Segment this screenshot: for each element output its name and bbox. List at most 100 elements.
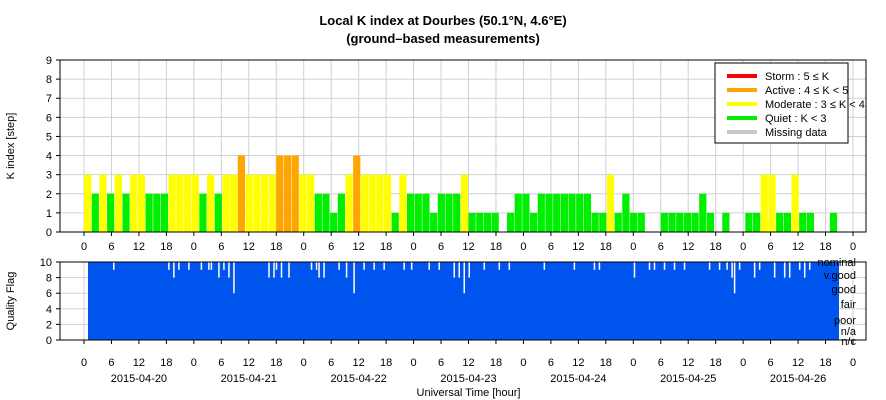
- quality-dip: [373, 262, 375, 270]
- quality-dip: [200, 262, 203, 270]
- x-tick-label: 12: [572, 241, 584, 253]
- quality-dip: [453, 262, 455, 278]
- x-tick-label: 6: [548, 241, 554, 253]
- k-bar: [683, 212, 692, 232]
- k-bar: [322, 193, 330, 232]
- y-tick-label: 7: [46, 93, 52, 105]
- k-bar: [468, 212, 476, 232]
- k-bar: [553, 193, 561, 232]
- quality-dip: [598, 262, 601, 270]
- y-tick-label: 0: [46, 227, 52, 239]
- quality-dip: [178, 262, 180, 270]
- x-tick-label: 12: [243, 357, 255, 369]
- x-tick-label: 0: [520, 241, 526, 253]
- quality-dip: [223, 262, 225, 270]
- k-bar: [691, 212, 699, 232]
- x-tick-label: 0: [81, 357, 87, 369]
- quality-dip: [673, 262, 676, 270]
- y-tick-label: 2: [46, 319, 52, 331]
- k-bar: [84, 174, 92, 232]
- y-tick-label: 4: [46, 151, 52, 163]
- k-bar: [783, 212, 791, 232]
- quality-dip: [273, 262, 275, 278]
- k-bar: [545, 193, 553, 232]
- k-bar: [253, 174, 261, 232]
- legend-label-missing: Missing data: [765, 127, 828, 139]
- quality-level-label: nominal: [817, 257, 856, 269]
- k-bar: [207, 174, 215, 232]
- k-bar: [276, 155, 284, 232]
- k-bar: [391, 212, 399, 232]
- quality-level-label: good: [832, 284, 856, 296]
- legend-label-moderate: Moderate : 3 ≤ K < 4: [765, 99, 865, 111]
- k-bar: [622, 193, 630, 232]
- x-tick-label: 12: [792, 241, 804, 253]
- k-bar: [307, 174, 315, 232]
- x-tick-label: 6: [108, 241, 114, 253]
- x-tick-label: 12: [462, 357, 474, 369]
- x-tick-label: 12: [792, 357, 804, 369]
- y-tick-label: 10: [40, 257, 52, 269]
- quality-dip: [463, 262, 466, 294]
- k-bar: [145, 193, 153, 232]
- y-tick-label: 6: [46, 112, 52, 124]
- date-label: 2015-04-20: [111, 373, 167, 385]
- legend-label-storm: Storm : 5 ≤ K: [765, 71, 830, 83]
- k-bar: [476, 212, 484, 232]
- quality-dip: [188, 262, 190, 270]
- date-label: 2015-04-22: [331, 373, 387, 385]
- quality-dip: [708, 262, 711, 270]
- y-tick-label: 4: [46, 304, 52, 316]
- k-bar: [576, 193, 584, 232]
- k-bar: [160, 193, 169, 232]
- x-tick-label: 6: [218, 241, 224, 253]
- x-tick-label: 6: [658, 357, 664, 369]
- k-bar: [806, 212, 815, 232]
- quality-dip: [593, 262, 596, 270]
- quality-dip: [498, 262, 501, 270]
- y-tick-label: 6: [46, 288, 52, 300]
- x-tick-label: 12: [353, 357, 365, 369]
- k-bar: [345, 174, 353, 232]
- y-tick-label: 5: [46, 131, 52, 143]
- x-tick-label: 0: [850, 357, 856, 369]
- y-tick-label: 8: [46, 74, 52, 86]
- k-bar: [114, 174, 122, 232]
- k-bar: [214, 193, 222, 232]
- y-tick-label: 9: [46, 55, 52, 67]
- k-bar: [676, 212, 684, 232]
- x-tick-label: 0: [411, 241, 417, 253]
- k-bar: [753, 212, 761, 232]
- x-axis-label: Universal Time [hour]: [417, 387, 521, 399]
- k-bar: [829, 212, 838, 232]
- x-tick-label: 0: [81, 241, 87, 253]
- k-bar: [568, 193, 576, 232]
- x-tick-label: 18: [710, 357, 722, 369]
- date-label: 2015-04-23: [440, 373, 496, 385]
- x-tick-label: 0: [630, 357, 636, 369]
- k-bar: [353, 155, 361, 232]
- x-tick-label: 18: [490, 357, 502, 369]
- k-bar: [183, 174, 192, 232]
- x-tick-label: 18: [270, 357, 282, 369]
- x-tick-label: 12: [133, 357, 145, 369]
- x-tick-label: 18: [490, 241, 502, 253]
- k-bar: [799, 212, 807, 232]
- k-bar: [283, 155, 292, 232]
- plot-frame: [59, 59, 867, 233]
- x-tick-label: 0: [301, 357, 307, 369]
- k-bar: [153, 193, 161, 232]
- k-bar: [760, 174, 768, 232]
- chart-title: Local K index at Dourbes (50.1°N, 4.6°E): [319, 13, 567, 28]
- k-bar: [768, 174, 776, 232]
- x-tick-label: 6: [768, 241, 774, 253]
- quality-dip: [410, 262, 413, 270]
- x-tick-label: 0: [191, 241, 197, 253]
- k-bar: [491, 212, 499, 232]
- k-bar: [668, 212, 676, 232]
- x-tick-label: 0: [740, 241, 746, 253]
- x-tick-label: 18: [380, 357, 392, 369]
- quality-level-label: v.good: [824, 270, 856, 282]
